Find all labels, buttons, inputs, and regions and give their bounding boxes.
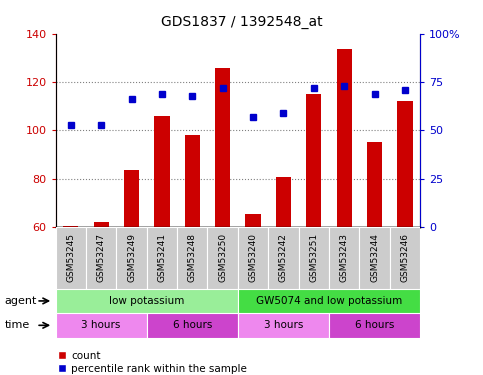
Text: GSM53247: GSM53247 [97,233,106,282]
Text: GSM53248: GSM53248 [188,233,197,282]
Bar [185,135,200,227]
Bar [306,94,322,227]
FancyBboxPatch shape [208,227,238,289]
Text: GSM53243: GSM53243 [340,233,349,282]
Text: low potassium: low potassium [109,296,185,306]
Text: GW5074 and low potassium: GW5074 and low potassium [256,296,402,306]
FancyBboxPatch shape [147,313,238,338]
FancyBboxPatch shape [329,313,420,338]
Bar [124,170,139,227]
FancyBboxPatch shape [390,227,420,289]
Text: 6 hours: 6 hours [355,320,394,330]
FancyBboxPatch shape [86,227,116,289]
Text: 6 hours: 6 hours [172,320,212,330]
Bar [94,222,109,227]
Bar [215,68,230,227]
Text: 3 hours: 3 hours [82,320,121,330]
FancyBboxPatch shape [329,227,359,289]
Text: GSM53250: GSM53250 [218,233,227,282]
FancyBboxPatch shape [56,313,147,338]
Bar [245,214,261,227]
Bar [398,101,412,227]
FancyBboxPatch shape [238,313,329,338]
Text: GSM53251: GSM53251 [309,233,318,282]
FancyBboxPatch shape [238,289,420,313]
Bar [367,142,382,227]
Bar [337,50,352,227]
Bar [63,226,78,227]
FancyBboxPatch shape [116,227,147,289]
Text: agent: agent [5,296,37,306]
FancyBboxPatch shape [359,227,390,289]
Text: GSM53246: GSM53246 [400,233,410,282]
Text: GSM53242: GSM53242 [279,233,288,282]
Text: GSM53249: GSM53249 [127,233,136,282]
FancyBboxPatch shape [238,227,268,289]
Text: GSM53245: GSM53245 [66,233,75,282]
Text: GSM53241: GSM53241 [157,233,167,282]
FancyBboxPatch shape [268,227,298,289]
FancyBboxPatch shape [177,227,208,289]
Bar [154,116,170,227]
Bar [276,177,291,227]
Text: 3 hours: 3 hours [264,320,303,330]
Text: time: time [5,320,30,330]
Legend: count, percentile rank within the sample: count, percentile rank within the sample [54,346,251,375]
FancyBboxPatch shape [56,227,86,289]
FancyBboxPatch shape [56,289,238,313]
Text: GSM53240: GSM53240 [249,233,257,282]
FancyBboxPatch shape [298,227,329,289]
Text: GSM53244: GSM53244 [370,233,379,282]
FancyBboxPatch shape [147,227,177,289]
Text: GDS1837 / 1392548_at: GDS1837 / 1392548_at [161,15,322,29]
